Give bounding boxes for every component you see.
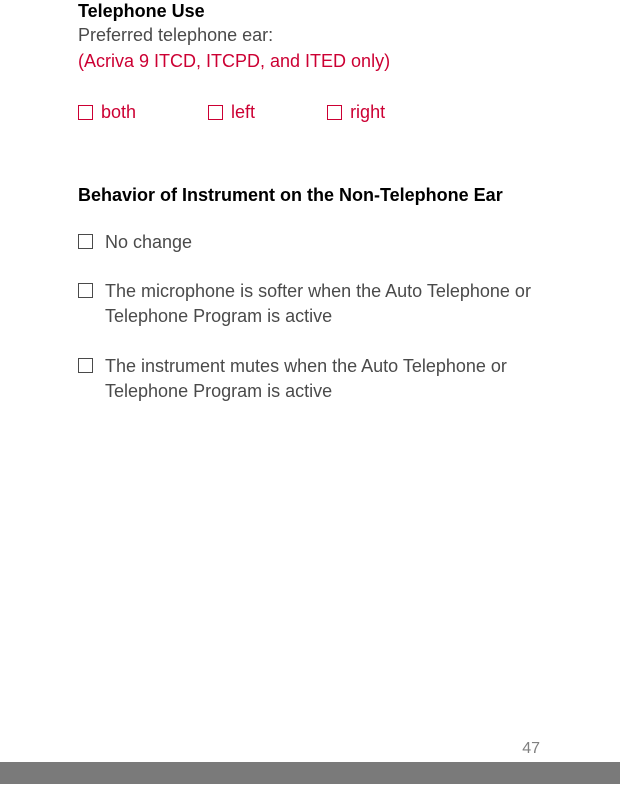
behavior-option-no-change[interactable]: No change [78,230,540,255]
behavior-option-mute[interactable]: The instrument mutes when the Auto Telep… [78,354,540,404]
checkbox-icon [78,358,93,373]
option-label: The instrument mutes when the Auto Telep… [105,354,540,404]
section-heading-telephone-use: Telephone Use [78,0,540,23]
checkbox-icon [208,105,223,120]
ear-option-right[interactable]: right [327,102,385,123]
option-label: left [231,102,255,123]
behavior-option-softer[interactable]: The microphone is softer when the Auto T… [78,279,540,329]
checkbox-icon [327,105,342,120]
checkbox-icon [78,105,93,120]
ear-option-both[interactable]: both [78,102,136,123]
behavior-option-list: No change The microphone is softer when … [78,230,540,404]
checkbox-icon [78,234,93,249]
ear-option-row: both left right [78,102,540,123]
ear-option-left[interactable]: left [208,102,255,123]
option-label: right [350,102,385,123]
footer-bar [0,762,620,784]
option-label: both [101,102,136,123]
model-note: (Acriva 9 ITCD, ITCPD, and ITED only) [78,49,540,74]
checkbox-icon [78,283,93,298]
page-number: 47 [522,740,540,758]
option-label: The microphone is softer when the Auto T… [105,279,540,329]
option-label: No change [105,230,540,255]
section-heading-behavior: Behavior of Instrument on the Non-Teleph… [78,183,540,208]
preferred-ear-label: Preferred telephone ear: [78,23,540,48]
